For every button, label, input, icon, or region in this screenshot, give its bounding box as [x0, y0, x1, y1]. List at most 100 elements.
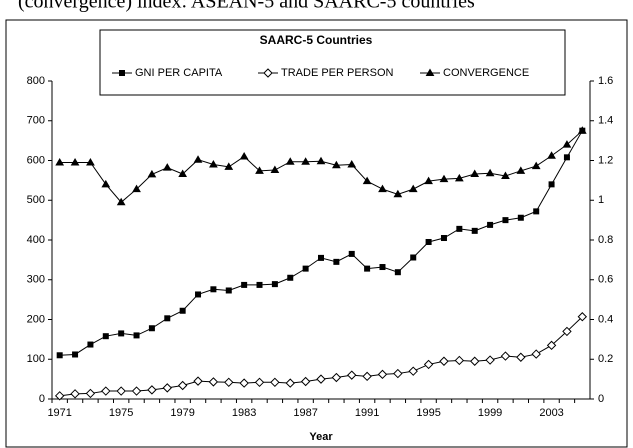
data-point	[86, 157, 95, 166]
data-point	[439, 356, 449, 366]
x-tick-label: 1991	[355, 407, 379, 419]
data-point	[302, 265, 309, 272]
data-point	[425, 238, 432, 245]
data-point	[362, 176, 372, 185]
data-point	[485, 355, 495, 365]
y2-tick-label: 1.6	[598, 75, 613, 87]
data-point	[301, 157, 310, 165]
data-point	[516, 352, 526, 362]
data-point	[85, 388, 96, 399]
x-tick-label: 2003	[539, 407, 563, 419]
data-point	[531, 161, 541, 170]
data-point	[54, 391, 65, 401]
data-point	[487, 221, 494, 228]
data-point	[485, 168, 495, 177]
x-tick-label: 1983	[232, 407, 256, 419]
data-point	[177, 380, 188, 391]
data-point	[500, 351, 511, 361]
data-point	[332, 160, 341, 169]
data-point	[516, 166, 526, 174]
y2-tick-label: 0.4	[598, 313, 613, 325]
data-point	[239, 378, 249, 388]
data-point	[347, 159, 357, 168]
data-point	[393, 368, 403, 379]
x-tick-label: 1979	[170, 407, 194, 419]
data-point	[241, 281, 248, 288]
data-point	[300, 376, 311, 387]
data-point	[364, 265, 371, 272]
data-point	[410, 254, 417, 261]
x-tick-label: 1995	[416, 407, 440, 419]
data-point	[256, 281, 263, 288]
data-point	[408, 366, 418, 376]
y-tick-label: 100	[27, 353, 45, 365]
data-point	[546, 340, 557, 351]
data-point	[55, 157, 65, 166]
legend-marker	[119, 70, 125, 76]
legend-marker	[263, 68, 273, 78]
data-point	[193, 155, 203, 163]
data-point	[116, 386, 126, 396]
y-tick-label: 0	[39, 393, 45, 405]
data-point	[333, 258, 340, 265]
data-point	[101, 179, 111, 188]
data-point	[454, 173, 464, 182]
data-point	[285, 378, 295, 388]
y-tick-label: 200	[27, 313, 45, 325]
x-tick-label: 1999	[478, 407, 502, 419]
data-point	[577, 312, 588, 322]
data-point	[164, 315, 171, 322]
data-point	[193, 376, 203, 386]
data-point	[318, 254, 324, 261]
data-point	[70, 157, 80, 166]
data-point	[72, 351, 79, 358]
data-point	[470, 169, 480, 178]
data-point	[470, 356, 480, 366]
caption: (convergence) index: ASEAN-5 and SAARC-5…	[18, 0, 475, 13]
data-point	[131, 386, 142, 396]
data-point	[148, 325, 155, 332]
y-tick-label: 600	[27, 154, 45, 166]
y2-tick-label: 1.2	[598, 154, 613, 166]
data-point	[239, 152, 249, 160]
data-point	[316, 156, 326, 165]
data-point	[287, 274, 294, 281]
legend-label: GNI PER CAPITA	[135, 67, 223, 79]
data-point	[87, 341, 94, 348]
y2-tick-label: 1	[598, 194, 604, 206]
data-point	[178, 169, 188, 178]
data-point	[501, 171, 510, 180]
y2-tick-label: 0.2	[598, 353, 613, 365]
data-point	[362, 371, 372, 382]
data-point	[423, 359, 434, 370]
data-point	[132, 184, 141, 193]
data-point	[208, 377, 219, 387]
data-point	[394, 269, 401, 276]
data-point	[179, 307, 186, 314]
data-point	[531, 349, 541, 359]
data-point	[548, 181, 555, 188]
data-point	[162, 383, 172, 393]
data-point	[440, 235, 447, 242]
data-point	[378, 184, 387, 193]
data-point	[116, 197, 126, 206]
data-point	[348, 250, 355, 257]
data-point	[270, 165, 280, 174]
data-point	[316, 374, 326, 384]
data-point	[147, 385, 157, 395]
data-point	[209, 159, 218, 168]
data-point	[563, 154, 570, 161]
y-tick-label: 700	[27, 115, 45, 127]
data-point	[347, 370, 357, 380]
data-point	[210, 286, 217, 293]
data-point	[101, 386, 111, 396]
data-point	[377, 369, 388, 380]
data-point	[285, 157, 295, 165]
data-point	[379, 264, 386, 271]
chart-title: SAARC-5 Countries	[260, 33, 373, 47]
data-point	[471, 227, 478, 234]
legend-marker	[425, 68, 435, 76]
y-tick-label: 800	[27, 75, 45, 87]
x-tick-label: 1987	[293, 407, 317, 419]
